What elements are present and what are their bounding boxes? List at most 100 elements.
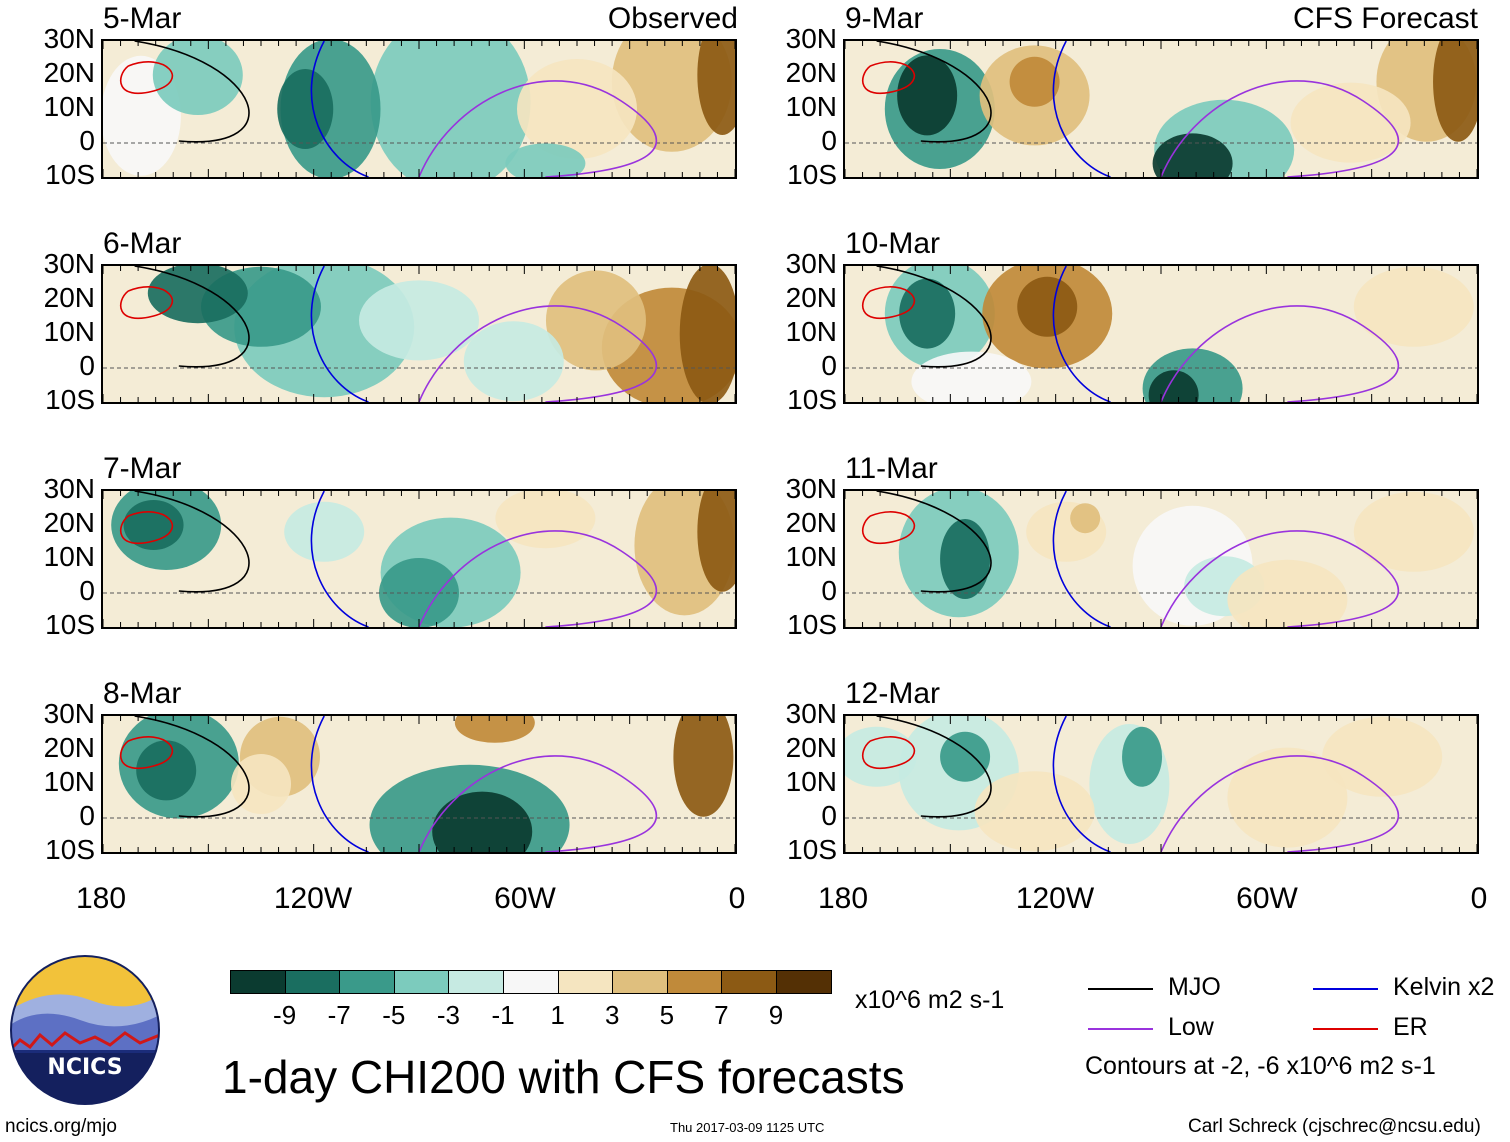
colorbar-swatch	[612, 970, 668, 994]
contour-line	[134, 41, 250, 143]
chi200-anomaly-blob	[911, 351, 1032, 402]
colorbar-swatch	[721, 970, 777, 994]
contour-line	[418, 80, 658, 177]
chi200-anomaly-blob	[974, 771, 1095, 852]
chi200-anomaly-blob	[517, 59, 637, 159]
panel-date-label: 5-Mar	[103, 2, 182, 35]
contour-line	[876, 266, 992, 368]
chi200-anomaly-blob	[1070, 503, 1101, 534]
chart-title: 1-day CHI200 with CFS forecasts	[222, 1051, 905, 1103]
footer-url[interactable]: ncics.org/mjo	[5, 1116, 117, 1137]
latitude-tick-label: 10S	[787, 159, 837, 190]
latitude-tick-label: 10S	[45, 384, 95, 415]
legend-label: Low	[1168, 1013, 1214, 1041]
contour-line	[119, 61, 174, 94]
colorbar-swatch	[503, 970, 559, 994]
chi200-anomaly-blob	[495, 491, 596, 549]
panel-date-label: 10-Mar	[845, 227, 941, 260]
chi200-anomaly-blob	[147, 266, 248, 324]
latitude-tick-label: 10N	[785, 316, 837, 347]
latitude-tick-label: 0	[821, 350, 837, 381]
contour-line	[876, 716, 992, 818]
map-panel	[101, 264, 737, 404]
latitude-tick-label: 20N	[785, 282, 837, 313]
latitude-tick-label: 0	[821, 800, 837, 831]
contour-line	[310, 491, 369, 627]
latitude-tick-label: 0	[79, 125, 95, 156]
chi200-anomaly-blob	[370, 41, 531, 177]
latitude-tick-label: 30N	[785, 248, 837, 279]
chi200-anomaly-blob	[897, 55, 958, 136]
contour-line	[1160, 80, 1400, 177]
contour-line	[418, 755, 658, 852]
colorbar-label: -7	[327, 1000, 351, 1030]
colorbar-label: -3	[436, 1000, 460, 1030]
colorbar-label: -5	[382, 1000, 406, 1030]
chi200-anomaly-blob	[505, 143, 586, 177]
chi200-anomaly-blob	[899, 278, 956, 349]
colorbar-label: -1	[491, 1000, 515, 1030]
latitude-tick-label: 0	[821, 575, 837, 606]
contour-line	[1160, 755, 1400, 852]
panel-date-label: 9-Mar	[845, 2, 924, 35]
panel-date-label: 11-Mar	[845, 452, 938, 485]
chi200-anomaly-blob	[697, 491, 735, 592]
latitude-tick-label: 20N	[785, 507, 837, 538]
colorbar-swatch	[776, 970, 832, 994]
map-panel	[843, 489, 1479, 629]
colorbar-swatch	[284, 970, 341, 994]
legend-label: ER	[1393, 1013, 1428, 1041]
contour-line	[310, 716, 369, 852]
contour-line	[876, 41, 992, 143]
contour-line	[119, 511, 174, 544]
latitude-tick-label: 10S	[45, 159, 95, 190]
latitude-tick-label: 10S	[787, 834, 837, 865]
contour-line	[418, 305, 658, 402]
map-panel	[101, 489, 737, 629]
longitude-tick-label: 180	[75, 882, 127, 915]
panel-date-label: 12-Mar	[845, 677, 941, 710]
chi200-anomaly-blob	[463, 321, 564, 402]
map-panel	[101, 714, 737, 854]
contour-line	[119, 286, 174, 319]
panel-date-label: 7-Mar	[103, 452, 182, 485]
contour-line	[1160, 530, 1400, 627]
colorbar-swatch	[666, 970, 723, 994]
latitude-tick-label: 20N	[43, 57, 95, 88]
colorbar-units: x10^6 m2 s-1	[855, 986, 1005, 1014]
longitude-tick-label: 0	[728, 882, 746, 915]
chi200-anomaly-blob	[940, 731, 991, 782]
chi200-anomaly-blob	[545, 270, 646, 371]
longitude-tick-label: 60W	[1236, 882, 1298, 915]
longitude-tick-label: 60W	[494, 882, 556, 915]
longitude-tick-label: 0	[1470, 882, 1488, 915]
chi200-anomaly-blob	[673, 716, 734, 817]
latitude-tick-label: 30N	[43, 23, 95, 54]
latitude-tick-label: 10N	[785, 91, 837, 122]
legend-label: MJO	[1168, 973, 1221, 1001]
colorbar-swatch	[557, 970, 614, 994]
legend-line-swatch	[1313, 1028, 1378, 1030]
contour-note: Contours at -2, -6 x10^6 m2 s-1	[1085, 1052, 1436, 1080]
chi200-anomaly-blob	[1227, 747, 1348, 848]
chi200-anomaly-blob	[136, 740, 197, 801]
forecast-header: CFS Forecast	[1292, 2, 1478, 35]
chi200-anomaly-blob	[1122, 726, 1163, 787]
chi200-anomaly-blob	[1017, 276, 1078, 337]
colorbar-swatch	[230, 970, 286, 994]
contour-line	[119, 736, 174, 769]
panel-date-label: 6-Mar	[103, 227, 182, 260]
contour-line	[876, 491, 992, 593]
colorbar-swatch	[393, 970, 450, 994]
chi200-anomaly-blob	[697, 41, 735, 135]
contour-line	[1052, 716, 1111, 852]
latitude-tick-label: 10N	[43, 316, 95, 347]
chi200-anomaly-blob	[1152, 133, 1233, 177]
latitude-tick-label: 10S	[787, 384, 837, 415]
latitude-tick-label: 10S	[45, 609, 95, 640]
latitude-tick-label: 30N	[785, 473, 837, 504]
latitude-tick-label: 30N	[785, 23, 837, 54]
latitude-tick-label: 30N	[785, 698, 837, 729]
chi200-anomaly-blob	[940, 519, 991, 599]
footer-author: Carl Schreck (cjschrec@ncsu.edu)	[1188, 1116, 1481, 1137]
